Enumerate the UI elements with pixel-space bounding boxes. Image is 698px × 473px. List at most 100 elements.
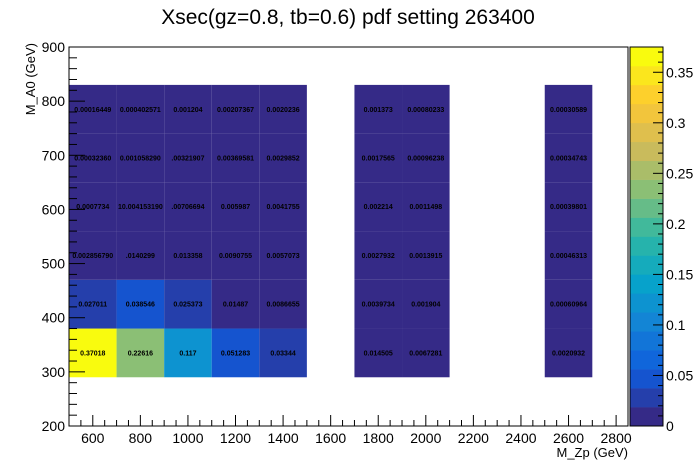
palette-level bbox=[630, 312, 663, 332]
heatmap-cell-label: 0.001373 bbox=[364, 107, 393, 114]
heatmap-cell-label: 0.0090755 bbox=[219, 253, 252, 260]
heatmap-cell-label: .0140299 bbox=[126, 253, 155, 260]
heatmap-cell bbox=[402, 182, 450, 232]
palette-level bbox=[630, 198, 663, 218]
heatmap-cell bbox=[69, 231, 117, 280]
heatmap-cell bbox=[116, 231, 165, 280]
palette-level bbox=[630, 217, 663, 237]
heatmap-cell bbox=[164, 328, 212, 378]
heatmap-cell-label: 0.013358 bbox=[173, 253, 202, 260]
palette-level bbox=[630, 255, 663, 275]
x-tick-label: 1800 bbox=[363, 430, 394, 446]
palette-level bbox=[630, 65, 663, 86]
heatmap-cell bbox=[211, 279, 260, 329]
heatmap-cell-label: 0.0011498 bbox=[409, 204, 442, 211]
palette-level bbox=[630, 179, 663, 199]
heatmap-cell bbox=[402, 328, 450, 378]
heatmap-cell-label: 0.0027932 bbox=[362, 253, 395, 260]
heatmap-cell bbox=[544, 84, 593, 134]
heatmap-cell bbox=[259, 182, 307, 232]
heatmap-cell-label: .00321907 bbox=[171, 155, 204, 162]
x-tick-label: 2600 bbox=[553, 430, 584, 446]
palette-tick-label: 0.15 bbox=[666, 266, 693, 282]
palette-level bbox=[630, 141, 663, 161]
heatmap-cell-label: 0.0020236 bbox=[267, 107, 300, 114]
x-tick-label: 2000 bbox=[410, 430, 441, 446]
heatmap-cell-label: 0.00039801 bbox=[550, 204, 587, 211]
palette-tick-label: 0 bbox=[666, 418, 674, 434]
palette-level bbox=[630, 293, 663, 313]
x-tick-label: 2400 bbox=[505, 430, 536, 446]
palette-level bbox=[630, 388, 663, 408]
heatmap-cell bbox=[116, 84, 165, 134]
heatmap-cell-label: 0.002214 bbox=[364, 204, 393, 211]
palette-frame bbox=[629, 46, 664, 427]
heatmap-cell-label: 0.00032360 bbox=[74, 155, 111, 162]
x-tick-label: 1400 bbox=[268, 430, 299, 446]
heatmap-cell bbox=[211, 133, 260, 183]
heatmap-cell bbox=[211, 231, 260, 280]
heatmap-cell bbox=[354, 133, 403, 183]
chart-title: Xsec(gz=0.8, tb=0.6) pdf setting 263400 bbox=[161, 6, 535, 29]
heatmap-cell bbox=[164, 182, 212, 232]
heatmap-cell-label: 0.051283 bbox=[221, 350, 250, 357]
palette-level bbox=[630, 47, 663, 67]
heatmap-cell-label: 0.00060964 bbox=[550, 302, 587, 309]
y-tick-label: 800 bbox=[42, 93, 66, 109]
heatmap-cell bbox=[211, 182, 260, 232]
heatmap-cell-label: 0.00080233 bbox=[407, 107, 444, 114]
heatmap-cell bbox=[116, 328, 165, 378]
y-tick-label: 900 bbox=[42, 39, 66, 55]
palette-level bbox=[630, 236, 663, 256]
x-tick-label: 600 bbox=[81, 430, 105, 446]
heatmap-cell bbox=[402, 133, 450, 183]
palette-level bbox=[630, 274, 663, 294]
plot-frame bbox=[68, 46, 629, 427]
y-tick-label: 500 bbox=[42, 256, 66, 272]
heatmap-cell-label: 10.004153190 bbox=[118, 204, 163, 211]
heatmap-cell bbox=[402, 231, 450, 280]
heatmap-cell-label: 0.00096238 bbox=[407, 155, 444, 162]
palette-axis-ticks: 0 0.05 0.1 0.15 0.2 0.25 0.3 0.35 bbox=[653, 51, 693, 434]
heatmap-cell-label: 0.0039734 bbox=[362, 302, 395, 309]
heatmap-cell-label: 0.038546 bbox=[126, 302, 155, 309]
heatmap-cell-label: 0.0020932 bbox=[552, 350, 585, 357]
heatmap-cell-label: .00706694 bbox=[171, 204, 204, 211]
heatmap-cell-label: 0.0086655 bbox=[267, 302, 300, 309]
heatmap-cell bbox=[402, 84, 450, 134]
y-tick-label: 700 bbox=[42, 147, 66, 163]
palette-level bbox=[630, 103, 663, 124]
palette-tick-label: 0.05 bbox=[666, 367, 693, 383]
palette-level bbox=[630, 369, 663, 389]
palette-tick-label: 0.3 bbox=[666, 115, 686, 131]
heatmap-cell bbox=[259, 328, 307, 378]
heatmap-cell bbox=[116, 133, 165, 183]
palette-level bbox=[630, 407, 663, 427]
heatmap-cell bbox=[164, 84, 212, 134]
y-tick-label: 600 bbox=[42, 201, 66, 217]
heatmap-cell bbox=[116, 182, 165, 232]
heatmap-cell-label: 0.117 bbox=[179, 350, 196, 357]
heatmap-cell bbox=[544, 328, 593, 378]
y-axis-title: M_A0 (GeV) bbox=[23, 43, 38, 115]
heatmap-cell-label: 0.22616 bbox=[128, 350, 153, 357]
palette-level bbox=[630, 160, 663, 180]
heatmap-cell-label: 0.0013915 bbox=[409, 253, 442, 260]
y-axis-ticks: 200 300 400 500 600 700 800 900 bbox=[42, 39, 85, 434]
heatmap-cell bbox=[116, 279, 165, 329]
heatmap-cell-label: 0.000402571 bbox=[120, 107, 161, 114]
heatmap-cell-label: 0.00030589 bbox=[550, 107, 587, 114]
palette-level bbox=[630, 84, 663, 105]
palette-tick-label: 0.35 bbox=[666, 64, 693, 80]
heatmap-cell-label: 0.37018 bbox=[80, 350, 105, 357]
x-tick-label: 800 bbox=[129, 430, 153, 446]
x-tick-label: 1200 bbox=[220, 430, 251, 446]
heatmap-cell-label: 0.005987 bbox=[221, 204, 250, 211]
heatmap-cell-label: 0.001904 bbox=[411, 302, 440, 309]
x-tick-label: 2200 bbox=[458, 430, 489, 446]
heatmap-cell-label: 0.014505 bbox=[364, 350, 393, 357]
heatmap-cell-label: 0.0041755 bbox=[267, 204, 300, 211]
heatmap-cell bbox=[69, 84, 117, 134]
palette-tick-label: 0.1 bbox=[666, 317, 686, 333]
